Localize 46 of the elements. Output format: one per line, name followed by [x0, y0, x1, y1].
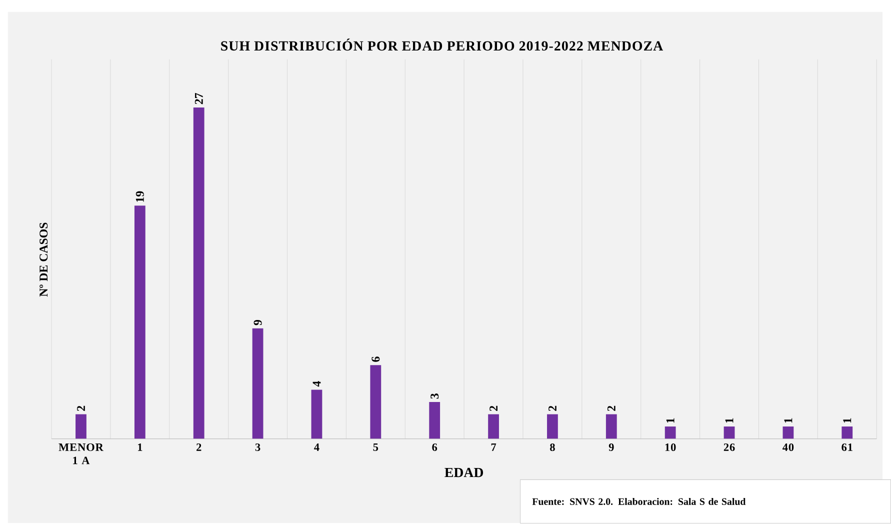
bar — [193, 108, 204, 440]
bar — [488, 414, 499, 440]
x-tick-label: 9 — [608, 444, 614, 452]
data-label: 2 — [548, 406, 556, 412]
chart-title: SUH DISTRIBUCIÓN POR EDAD PERIODO 2019-2022 MENDOZA — [221, 38, 664, 51]
data-label: 27 — [194, 93, 203, 104]
x-tick-label: 7 — [491, 444, 496, 452]
bar — [311, 390, 322, 440]
x-tick-label: 61 — [842, 444, 852, 452]
x-tick-label: 3 — [255, 444, 260, 452]
data-label: 2 — [77, 406, 85, 412]
bar — [134, 206, 146, 440]
data-label: 2 — [490, 406, 498, 412]
x-tick-label: 1 — [138, 444, 142, 452]
x-tick-label: 40 — [782, 444, 794, 452]
data-label: 1 — [784, 418, 792, 423]
x-tick-label: 8 — [550, 444, 555, 452]
x-tick-label: MENOR 1 A — [58, 444, 104, 464]
bar — [76, 414, 86, 440]
source-note: Fuente: SNVS 2.0. Elaboracion: Sala S de Salud — [532, 498, 746, 506]
bar — [724, 426, 735, 440]
data-label: 2 — [607, 406, 616, 412]
data-label: 4 — [312, 381, 321, 387]
x-tick-label: 4 — [314, 444, 320, 452]
data-label: 1 — [843, 418, 852, 423]
data-label: 6 — [372, 356, 380, 362]
x-tick-label: 26 — [724, 444, 735, 452]
bar — [606, 414, 617, 440]
bar — [664, 426, 676, 440]
x-tick-label: 6 — [432, 444, 438, 452]
data-label: 3 — [430, 394, 439, 399]
data-label: 19 — [136, 192, 144, 202]
data-label: 9 — [254, 320, 262, 326]
data-label: 1 — [725, 418, 734, 423]
y-axis-title: Nº DE CASOS — [40, 222, 48, 297]
x-tick-label: 2 — [196, 444, 202, 452]
x-tick-label: 10 — [665, 444, 676, 452]
bar — [429, 402, 440, 440]
bar — [547, 414, 558, 440]
x-axis-title: EDAD — [444, 468, 484, 478]
bar — [842, 426, 853, 440]
bar — [252, 328, 264, 440]
bar — [370, 365, 382, 440]
data-label: 1 — [666, 418, 674, 423]
x-tick-label: 5 — [373, 444, 378, 452]
bar — [782, 426, 794, 440]
